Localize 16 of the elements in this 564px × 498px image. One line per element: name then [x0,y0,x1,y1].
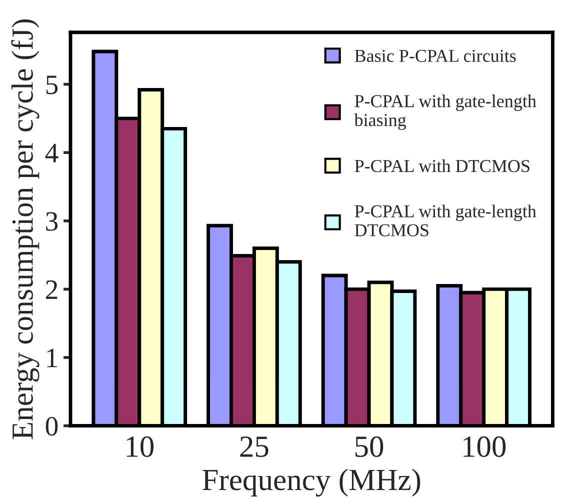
x-tick-label: 100 [464,436,506,458]
y-axis-title: Energy consumption per cycle (fJ) [11,19,40,440]
x-tick-label: 50 [356,436,384,458]
legend-label: P-CPAL with gate-length DTCMOS [354,204,536,236]
y-tick-label: 5 [46,76,58,94]
y-tick-label: 3 [46,212,58,231]
y-tick-label: 2 [46,280,58,299]
y-tick-label: 0 [46,416,58,436]
legend-label: P-CPAL with gate-length biasing [354,94,536,130]
legend-label: P-CPAL with DTCMOS [354,159,530,172]
legend-label: Basic P-CPAL circuits [354,50,516,62]
x-axis-title: Frequency (MHz) [202,468,420,497]
x-tick-label: 10 [126,436,154,458]
x-tick-label: 25 [240,436,268,458]
y-tick-label: 1 [47,348,58,368]
y-tick-label: 4 [45,144,58,162]
